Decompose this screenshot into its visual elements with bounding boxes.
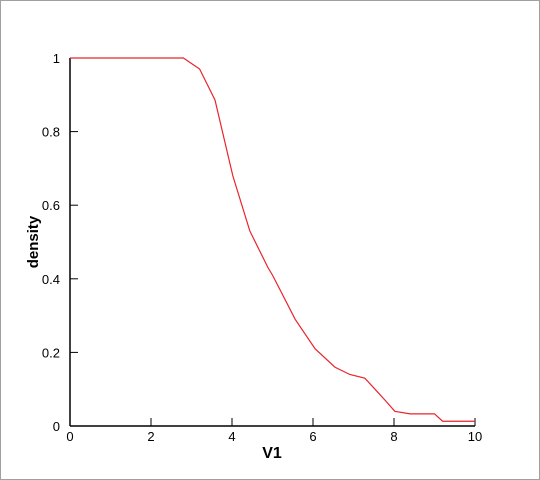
- x-tick-label: 8: [390, 429, 397, 444]
- y-axis-label: density: [25, 215, 42, 268]
- y-tick-label: 1: [53, 51, 60, 66]
- y-tick-label: 0.4: [42, 272, 60, 287]
- y-tick-label: 0.2: [42, 345, 60, 360]
- x-axis-label: V1: [262, 445, 282, 462]
- y-tick-label: 0: [53, 419, 60, 434]
- x-tick-label: 2: [147, 429, 154, 444]
- y-tick-label: 0.8: [42, 125, 60, 140]
- x-tick-label: 10: [468, 429, 482, 444]
- x-tick-label: 4: [228, 429, 235, 444]
- x-tick-label: 6: [309, 429, 316, 444]
- y-tick-label: 0.6: [42, 198, 60, 213]
- x-tick-label: 0: [66, 429, 73, 444]
- data-line: [70, 57, 475, 422]
